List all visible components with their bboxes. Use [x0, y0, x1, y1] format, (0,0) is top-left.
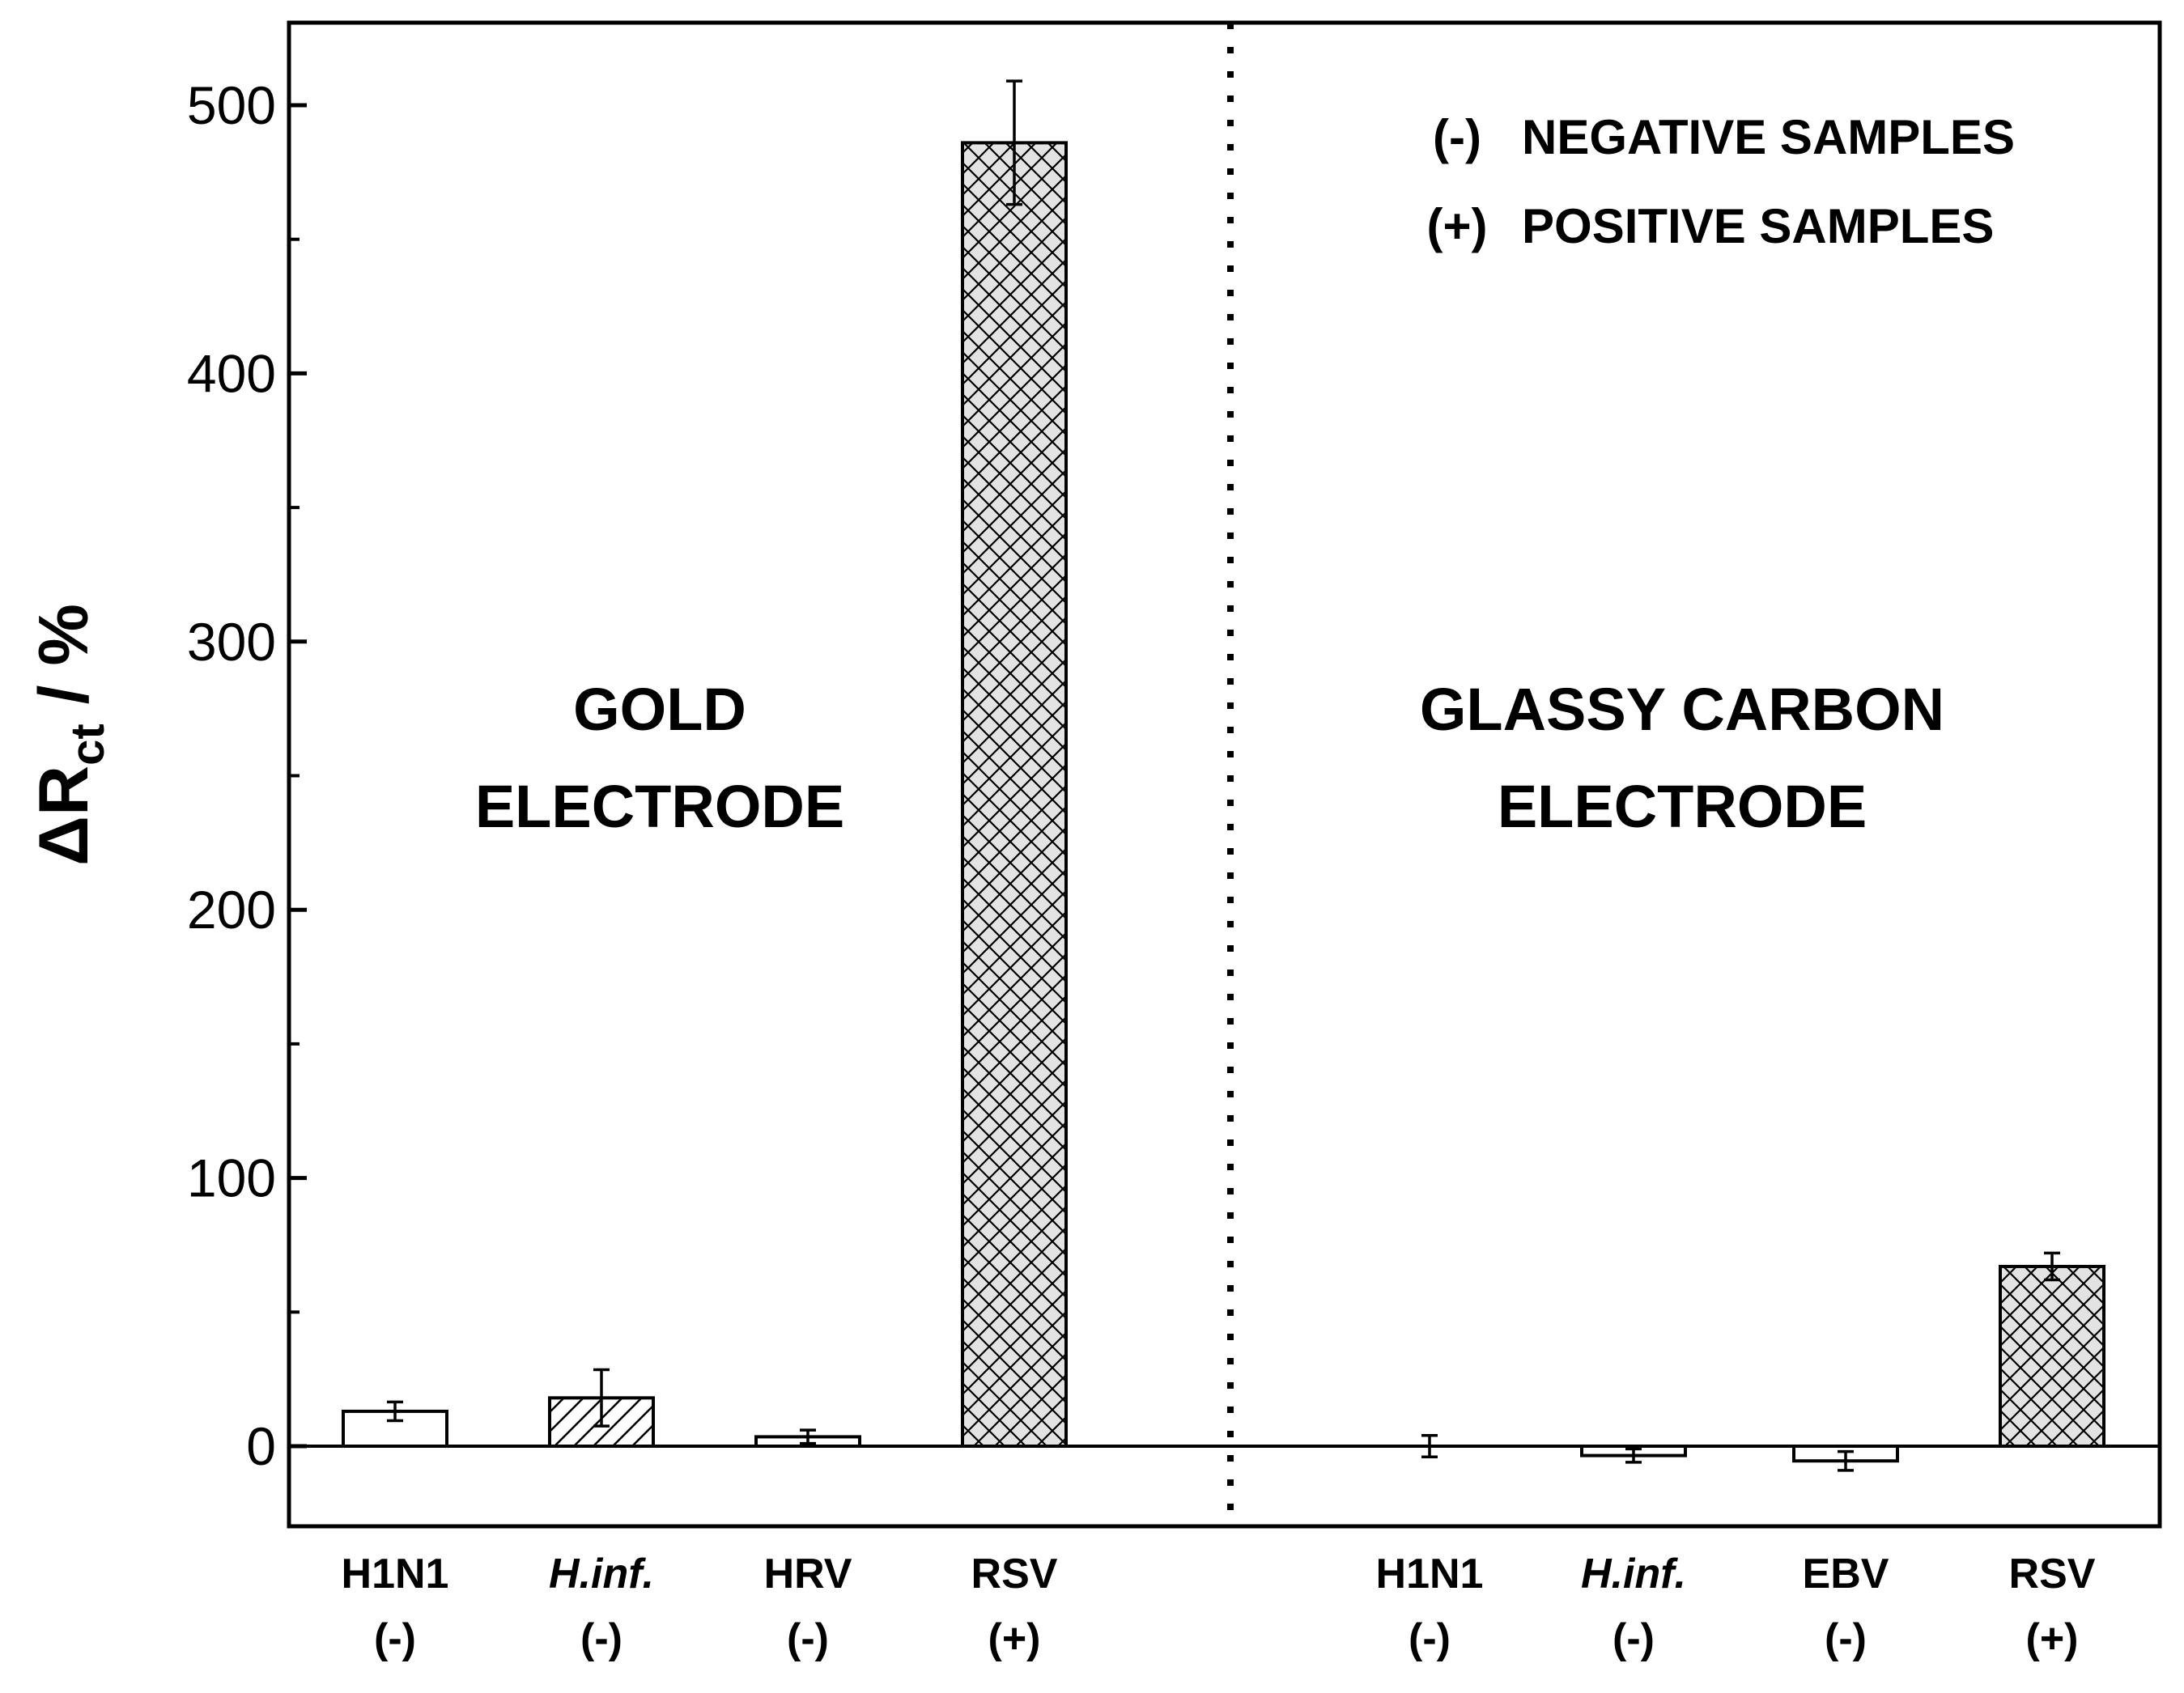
y-tick-label: 200: [187, 880, 276, 940]
y-tick-label: 0: [246, 1416, 276, 1476]
category-label: H.inf.: [1581, 1551, 1686, 1598]
group-label-gold-line1: GOLD: [573, 676, 746, 743]
plot-frame: [287, 20, 2162, 1529]
category-label: H1N1: [1376, 1551, 1484, 1598]
category-label: H.inf.: [549, 1551, 654, 1598]
category-sign-label: (+): [2026, 1615, 2079, 1662]
y-axis-title: ΔRct / %: [25, 604, 114, 866]
category-sign-label: (-): [1613, 1615, 1655, 1662]
svg-text:ΔRct / %: ΔRct / %: [25, 604, 114, 866]
y-tick-label: 500: [187, 75, 276, 135]
y-tick-label: 100: [187, 1148, 276, 1208]
legend-label-positive: POSITIVE SAMPLES: [1522, 199, 1994, 253]
y-axis-title-main: ΔR: [25, 766, 103, 866]
category-label: HRV: [764, 1551, 852, 1598]
category-sign-label: (-): [787, 1615, 829, 1662]
group-label-gold: GOLD ELECTRODE: [475, 676, 844, 840]
category-sign-label: (-): [1825, 1615, 1867, 1662]
bar: [1999, 1264, 2105, 1449]
legend: (-) NEGATIVE SAMPLES (+) POSITIVE SAMPLE…: [1427, 110, 2015, 253]
category-sign-label: (-): [580, 1615, 622, 1662]
y-axis-title-suffix: / %: [25, 604, 103, 723]
group-label-gold-line2: ELECTRODE: [475, 773, 844, 840]
category-sign-label: (-): [374, 1615, 416, 1662]
y-axis-title-subscript: ct: [62, 723, 114, 766]
category-label: H1N1: [342, 1551, 449, 1598]
group-label-glassy-carbon: GLASSY CARBON ELECTRODE: [1420, 676, 1944, 840]
legend-label-negative: NEGATIVE SAMPLES: [1522, 110, 2015, 164]
category-label: RSV: [2009, 1551, 2096, 1598]
y-tick-label: 400: [187, 343, 276, 403]
category-sign-label: (+): [988, 1615, 1041, 1662]
category-sign-label: (-): [1409, 1615, 1451, 1662]
legend-symbol-negative: (-): [1433, 110, 1481, 164]
legend-symbol-positive: (+): [1427, 199, 1488, 253]
bar: [961, 141, 1068, 1448]
y-tick-label: 300: [187, 612, 276, 672]
category-label: EBV: [1803, 1551, 1889, 1598]
group-label-glassy-carbon-line1: GLASSY CARBON: [1420, 676, 1944, 743]
category-label: RSV: [971, 1551, 1058, 1598]
group-label-glassy-carbon-line2: ELECTRODE: [1498, 773, 1867, 840]
